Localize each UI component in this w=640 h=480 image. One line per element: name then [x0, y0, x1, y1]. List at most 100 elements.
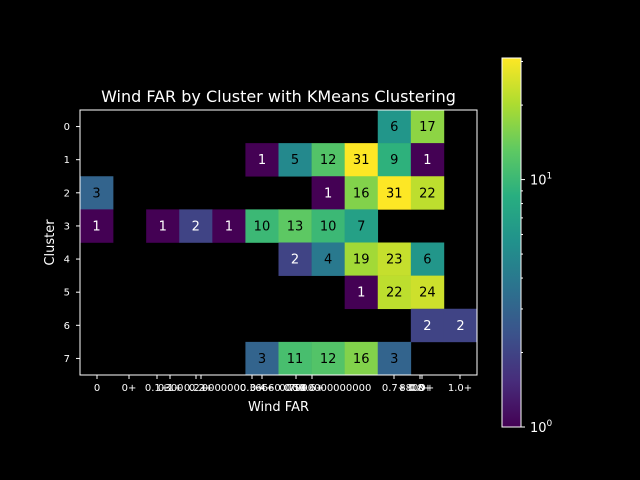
- cell-value-label: 2: [291, 253, 299, 268]
- heatmap-cell: [344, 209, 379, 243]
- cell-value-label: 22: [419, 186, 436, 201]
- colorbar-tick-label: 100: [530, 419, 553, 436]
- heatmap-cell: [377, 341, 412, 376]
- cell-value-label: 5: [291, 153, 299, 168]
- cell-value-label: 22: [386, 286, 403, 301]
- cell-value-label: 3: [390, 352, 398, 367]
- x-tick-label: 0.5+: [284, 383, 308, 394]
- heatmap-cell: [377, 143, 412, 177]
- x-tick-label: 0.9+: [410, 383, 434, 394]
- cell-value-label: 11: [287, 352, 304, 367]
- heatmap-cell: [245, 209, 279, 243]
- x-tick-overlap-text: 0000: [279, 383, 304, 394]
- x-tick-label: 0: [94, 383, 100, 394]
- y-axis-label: Cluster: [43, 219, 58, 266]
- x-tick-label: 0.1+: [158, 383, 182, 394]
- x-tick-overlap-text: 300: [164, 383, 183, 394]
- plot-frame: [79, 109, 478, 376]
- heatmap-cell: [344, 143, 379, 177]
- cell-value-label: 10: [320, 219, 337, 234]
- x-tick-overlap-text: 0000000: [202, 383, 247, 394]
- x-tick-label: 0.6+: [300, 383, 324, 394]
- x-tick-label: 0+: [122, 383, 137, 394]
- x-tick-overlap-text: 8800: [399, 383, 424, 394]
- cell-value-label: 2: [456, 319, 464, 334]
- heatmap-cell: [311, 209, 345, 243]
- heatmap-cell: [377, 110, 412, 144]
- x-axis-ticks: 0 0+ 0.1+0.1+ 0.2+0.2+ 0.3+0.4+ 0.5+0.6+ 0.7+ 0…: [94, 375, 472, 394]
- heatmap-cell: [410, 275, 445, 310]
- cell-value-label: 16: [353, 352, 370, 367]
- heatmap-cell: [245, 143, 279, 177]
- colorbar: [501, 57, 522, 428]
- cell-value-label: 3: [92, 186, 100, 201]
- cell-value-label: 19: [353, 253, 370, 268]
- cell-value-label: 12: [320, 153, 337, 168]
- cell-value-label: 1: [225, 219, 233, 234]
- cell-value-label: 12: [320, 352, 337, 367]
- cell-value-label: 16: [353, 186, 370, 201]
- heatmap-cell: [344, 341, 379, 376]
- heatmap-cell: [311, 143, 345, 177]
- heatmap-cell: [410, 110, 445, 144]
- heatmap-cell: [410, 143, 445, 177]
- heatmap-cell: [146, 209, 180, 243]
- y-tick-label: 4: [64, 255, 70, 266]
- cell-value-label: 2: [192, 219, 200, 234]
- cell-value-label: 6: [423, 253, 431, 268]
- x-tick-label: 0.1+: [145, 383, 169, 394]
- y-tick-label: 2: [64, 188, 70, 199]
- heatmap-cell: [278, 341, 312, 376]
- y-tick-label: 5: [64, 288, 70, 299]
- cell-value-label: 1: [324, 186, 332, 201]
- chart-title: Wind FAR by Cluster with KMeans Clusteri…: [101, 87, 456, 106]
- x-tick-label: 0.2+: [189, 383, 213, 394]
- heatmap-cell: [410, 308, 445, 343]
- cell-value-label: 7: [357, 219, 365, 234]
- heatmap-cell: [344, 176, 379, 210]
- cell-value-label: 2: [423, 319, 431, 334]
- cell-value-label: 3: [258, 352, 266, 367]
- y-tick-label: 0: [64, 122, 70, 133]
- cell-value-label: 1: [357, 286, 365, 301]
- y-axis-ticks: 0 1 2 3 4 5 6 7: [64, 122, 80, 365]
- cell-value-label: 9: [390, 153, 398, 168]
- heatmap-cell: [80, 176, 114, 210]
- heatmap-cell: [278, 143, 312, 177]
- heatmap-cell: [311, 341, 345, 376]
- heatmap-cell: [278, 242, 312, 276]
- x-tick-label: 0.7+: [382, 383, 406, 394]
- heatmap-cell: [344, 275, 379, 310]
- cell-value-label: 1: [92, 219, 100, 234]
- heatmap-cell: [377, 242, 412, 276]
- heatmap-cell: [278, 209, 312, 243]
- x-tick-label: 0.3+: [240, 383, 264, 394]
- x-tick-label: 0.4+: [250, 383, 274, 394]
- heatmap-cells: 6 171 5 12 31 9 13 1 16 31 221 1 2 1 10 13 10 72 4 19 23 61 22…: [80, 110, 478, 376]
- heatmap-cell: [377, 275, 412, 310]
- y-tick-label: 3: [64, 221, 70, 232]
- cell-value-label: 6: [390, 120, 398, 135]
- heatmap-cell: [443, 308, 478, 343]
- cell-value-label: 4: [324, 253, 332, 268]
- heatmap-cell: [80, 209, 114, 243]
- cell-value-label: 1: [258, 153, 266, 168]
- colorbar-tick-label: 101: [530, 172, 552, 189]
- heatmap-cell: [410, 176, 445, 210]
- x-tick-label: 0.2+: [184, 383, 208, 394]
- cell-value-label: 1: [423, 153, 431, 168]
- colorbar-ticks: 100 101: [521, 61, 553, 436]
- heatmap-cell: [245, 341, 279, 376]
- cell-value-label: 31: [386, 186, 403, 201]
- y-tick-label: 1: [64, 155, 70, 166]
- cell-value-label: 17: [419, 120, 436, 135]
- heatmap-cell: [311, 176, 345, 210]
- heatmap-cell: [179, 209, 213, 243]
- x-tick-label: 0.8+: [408, 383, 432, 394]
- x-axis-label: Wind FAR: [248, 400, 309, 415]
- heatmap-cell: [344, 242, 379, 276]
- cell-value-label: 10: [254, 219, 271, 234]
- cell-value-label: 1: [159, 219, 167, 234]
- heatmap-cell: [377, 176, 412, 210]
